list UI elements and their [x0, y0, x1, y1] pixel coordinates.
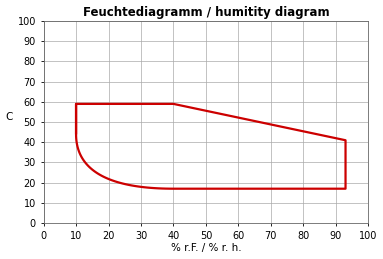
- Y-axis label: C: C: [6, 112, 13, 122]
- Title: Feuchtediagramm / humitity diagram: Feuchtediagramm / humitity diagram: [83, 5, 329, 19]
- X-axis label: % r.F. / % r. h.: % r.F. / % r. h.: [170, 243, 241, 254]
